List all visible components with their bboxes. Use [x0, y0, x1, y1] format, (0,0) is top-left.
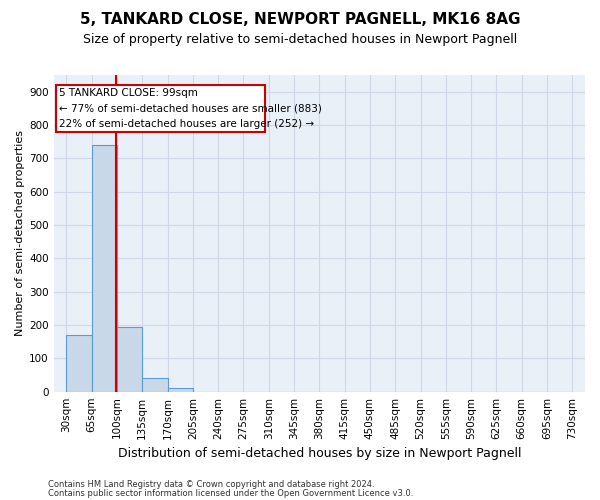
Y-axis label: Number of semi-detached properties: Number of semi-detached properties — [15, 130, 25, 336]
X-axis label: Distribution of semi-detached houses by size in Newport Pagnell: Distribution of semi-detached houses by … — [118, 447, 521, 460]
FancyBboxPatch shape — [56, 85, 265, 132]
Text: Contains public sector information licensed under the Open Government Licence v3: Contains public sector information licen… — [48, 488, 413, 498]
Bar — [117, 326, 142, 392]
Text: 22% of semi-detached houses are larger (252) →: 22% of semi-detached houses are larger (… — [59, 119, 314, 129]
Bar — [142, 378, 167, 392]
Text: Size of property relative to semi-detached houses in Newport Pagnell: Size of property relative to semi-detach… — [83, 32, 517, 46]
Bar — [92, 145, 117, 392]
Text: Contains HM Land Registry data © Crown copyright and database right 2024.: Contains HM Land Registry data © Crown c… — [48, 480, 374, 489]
Text: 5, TANKARD CLOSE, NEWPORT PAGNELL, MK16 8AG: 5, TANKARD CLOSE, NEWPORT PAGNELL, MK16 … — [80, 12, 520, 28]
Text: 5 TANKARD CLOSE: 99sqm: 5 TANKARD CLOSE: 99sqm — [59, 88, 198, 98]
Bar — [167, 388, 193, 392]
Text: ← 77% of semi-detached houses are smaller (883): ← 77% of semi-detached houses are smalle… — [59, 103, 322, 113]
Bar — [67, 335, 92, 392]
